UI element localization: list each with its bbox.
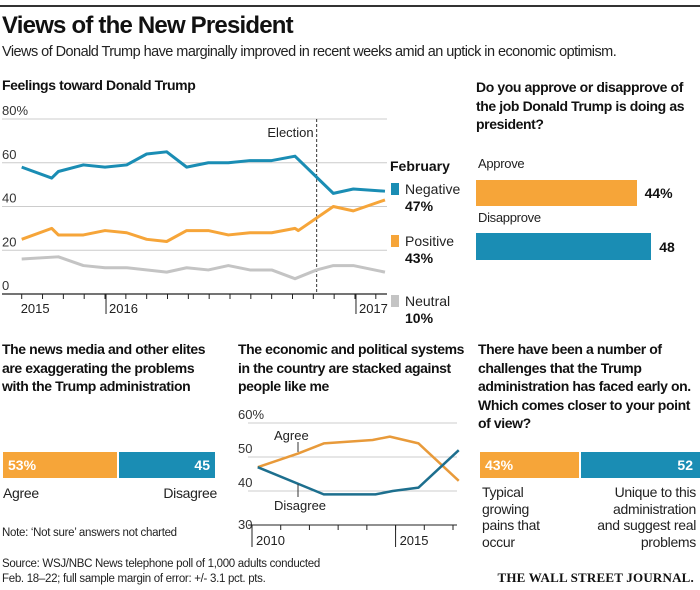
note: Note: ‘Not sure’ answers not charted [2,527,177,539]
legend-swatch-positive [391,235,399,247]
series-label-agree: Agree [274,428,309,443]
y-tick-label: 60% [238,407,264,422]
media-chart-title: The news media and other elites are exag… [2,341,206,394]
y-tick-label: 0 [2,278,9,293]
feelings-chart-title: Feelings toward Donald Trump [2,77,196,93]
legend-label-neutral: Neutral [405,293,450,309]
legend-swatch-negative [391,183,399,195]
line-agree [257,435,460,482]
challenges-chart-title: There have been a number of challenges t… [478,341,691,431]
line-neutral [21,255,386,281]
x-tick-label: 2015 [400,533,429,548]
y-tick-label: 80% [2,103,28,118]
feelings-chart: 80% 60 40 20 0 2015 2016 2017 Election February Ne… [2,103,460,325]
approve-value: 44% [644,185,673,201]
challenges-typical-value: 43% [485,457,514,473]
media-agree-label: Agree [3,485,39,501]
legend-value-positive: 43% [405,250,434,266]
y-tick-label: 60 [2,147,16,162]
series-label-disagree: Disagree [274,498,326,513]
approve-bar [476,180,637,206]
line-disagree [257,449,460,496]
y-tick-label: 20 [2,234,16,249]
election-label: Election [267,125,313,140]
challenges-unique-value: 52 [677,457,693,473]
line-negative [21,150,386,195]
y-tick-label: 40 [2,191,16,206]
x-tick-label: 2017 [359,301,388,316]
y-tick-label: 50 [238,441,252,456]
page-subtitle: Views of Donald Trump have marginally im… [2,44,617,60]
challenges-unique-label: Unique to this administration and sugges… [597,484,696,550]
legend-label-positive: Positive [405,233,454,249]
disapprove-label: Disapprove [478,210,541,225]
systems-chart: 60% 50 40 30 2010 2015 Agree Disagree [238,407,460,548]
x-tick-label: 2016 [109,301,138,316]
disapprove-value: 48 [659,239,675,255]
approve-label: Approve [478,156,525,171]
legend-value-negative: 47% [405,198,434,214]
media-disagree-value: 45 [194,457,210,473]
challenges-typical-bar: 43% [480,452,579,478]
approve-chart-title: Do you approve or disapprove of the job … [476,79,685,132]
x-tick-label: 2015 [21,301,50,316]
y-tick-label: 30 [238,517,252,532]
challenges-unique-bar: 52 [580,452,700,478]
wsj-logo: THE WALL STREET JOURNAL. [497,570,694,585]
legend-value-neutral: 10% [405,310,434,325]
source-line-2: Feb. 18–22; full sample margin of error:… [2,573,266,585]
x-tick-label: 2010 [256,533,285,548]
media-disagree-bar: 45 [118,452,215,478]
page-title: Views of the New President [2,12,294,39]
challenges-typical-label: Typical growing pains that occur [482,484,540,550]
media-disagree-label: Disagree [163,485,217,501]
source-line-1: Source: WSJ/NBC News telephone poll of 1… [2,558,320,570]
top-rule [0,5,700,7]
media-agree-bar: 53% [3,452,117,478]
legend-swatch-neutral [391,295,399,307]
legend-title: February [390,158,450,174]
y-tick-label: 40 [238,475,252,490]
disapprove-bar [476,233,652,260]
media-agree-value: 53% [8,457,37,473]
systems-chart-title: The economic and political systems in th… [238,341,465,394]
legend-label-negative: Negative [405,181,460,197]
line-positive [21,198,386,243]
